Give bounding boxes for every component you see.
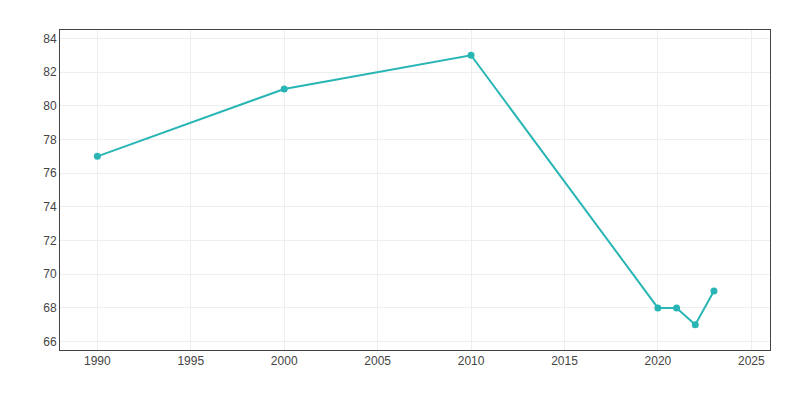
svg-text:84: 84 (43, 32, 57, 46)
svg-text:66: 66 (43, 335, 57, 349)
svg-text:74: 74 (43, 200, 57, 214)
svg-text:1990: 1990 (84, 354, 111, 368)
svg-text:80: 80 (43, 99, 57, 113)
svg-text:72: 72 (43, 234, 57, 248)
svg-text:78: 78 (43, 133, 57, 147)
svg-text:2005: 2005 (364, 354, 391, 368)
svg-text:2015: 2015 (551, 354, 578, 368)
svg-text:82: 82 (43, 65, 57, 79)
svg-text:2020: 2020 (645, 354, 672, 368)
svg-text:1995: 1995 (177, 354, 204, 368)
svg-text:70: 70 (43, 267, 57, 281)
svg-text:2010: 2010 (458, 354, 485, 368)
svg-text:2025: 2025 (738, 354, 765, 368)
svg-text:76: 76 (43, 166, 57, 180)
svg-text:2000: 2000 (271, 354, 298, 368)
svg-text:68: 68 (43, 301, 57, 315)
